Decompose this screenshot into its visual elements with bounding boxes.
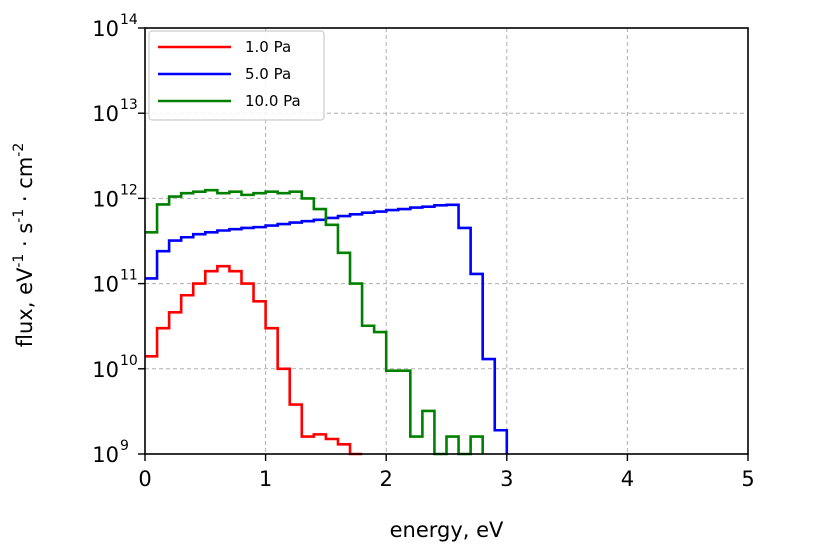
y-tick-base: 10 (92, 187, 119, 211)
x-tick-label: 3 (500, 467, 513, 491)
y-label-superscript: -1 (11, 209, 27, 223)
x-axis-label: energy, eV (390, 518, 504, 542)
y-label-text: flux, eV (13, 267, 37, 347)
legend-label: 5.0 Pa (245, 65, 291, 83)
y-tick-label: 10 (92, 187, 119, 211)
y-tick-base: 10 (92, 273, 119, 297)
x-tick-label: 2 (380, 467, 393, 491)
y-tick-label: 10 (92, 102, 119, 126)
y-label-text: · s (13, 223, 37, 254)
y-tick-label: 10 (92, 443, 119, 467)
y-tick-exponent: 11 (120, 268, 138, 284)
y-tick-base: 10 (92, 17, 119, 41)
y-tick-exponent: 14 (120, 12, 138, 28)
plot-frame (144, 27, 749, 455)
y-axis-label: flux, eV-1 · s-1 · cm-2 (11, 143, 37, 348)
y-tick-exponent: 12 (120, 182, 138, 198)
x-tick-label: 0 (138, 467, 151, 491)
series-line-0 (145, 264, 363, 456)
y-tick-exponent: 10 (120, 353, 138, 369)
y-tick-base: 10 (92, 443, 119, 467)
legend-label: 1.0 Pa (245, 38, 291, 56)
series-line-2 (145, 188, 484, 456)
legend: 1.0 Pa 5.0 Pa 10.0 Pa (148, 30, 325, 121)
y-tick-label: 10 (92, 273, 119, 297)
y-tick-label: 10 (92, 358, 119, 382)
y-tick-exponent: 13 (120, 97, 138, 113)
x-tick-label: 4 (621, 467, 634, 491)
y-label-text: · cm (13, 157, 37, 209)
grid-lines (145, 28, 748, 454)
y-tick-label: 10 (92, 17, 119, 41)
x-tick-label: 5 (741, 467, 754, 491)
y-tick-base: 10 (92, 102, 119, 126)
y-tick-base: 10 (92, 358, 119, 382)
legend-box (148, 30, 325, 121)
y-tick-exponent: 9 (120, 438, 129, 454)
x-tick-label: 1 (259, 467, 272, 491)
series-line-1 (145, 203, 509, 454)
legend-label: 10.0 Pa (245, 92, 301, 110)
y-label-superscript: -1 (11, 254, 27, 268)
y-label-superscript: -2 (11, 143, 27, 157)
series-group (145, 188, 509, 456)
